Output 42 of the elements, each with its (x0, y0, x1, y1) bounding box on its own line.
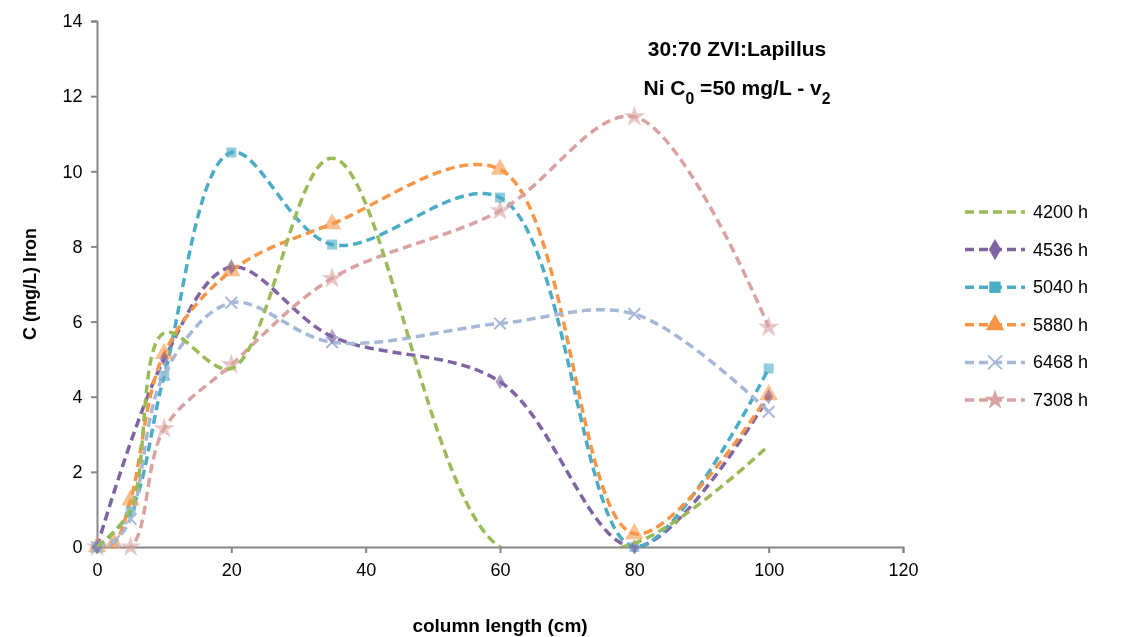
legend-label: 5880 h (1033, 314, 1089, 335)
x-axis-title: column length (cm) (412, 615, 588, 636)
point (493, 316, 507, 331)
y-tick-label: 2 (72, 462, 83, 483)
point (763, 363, 774, 374)
legend-label: 4536 h (1033, 239, 1089, 260)
y-tick-label: 14 (62, 11, 83, 32)
point (224, 295, 239, 310)
point (761, 404, 776, 419)
point (327, 239, 338, 250)
x-tick-label: 120 (888, 559, 919, 580)
point (495, 192, 505, 203)
point (119, 535, 142, 557)
y-tick-label: 4 (72, 386, 83, 407)
x-tick-label: 0 (92, 559, 103, 580)
y-tick-label: 12 (62, 86, 83, 107)
point (325, 335, 339, 350)
x-tick-label: 20 (221, 559, 242, 580)
legend-label: 5040 h (1033, 277, 1089, 298)
y-tick-label: 8 (72, 236, 83, 257)
text: 30:70 ZVI:Lapillus (647, 37, 827, 60)
point (322, 213, 342, 230)
legend-label: 7308 h (1033, 390, 1089, 410)
y-tick-label: 6 (72, 311, 83, 332)
y-axis-title: C (mg/L) Iron (20, 228, 40, 340)
point (627, 307, 642, 321)
legend-label: 6468 h (1033, 352, 1089, 373)
point (157, 367, 171, 381)
point (153, 417, 175, 438)
point (226, 147, 237, 158)
point (321, 267, 343, 288)
point (123, 512, 138, 526)
x-tick-label: 60 (490, 559, 511, 580)
x-tick-label: 100 (754, 559, 785, 580)
text: Ni C$_{0}$ =50 mg/L - v$_{2}$ (643, 76, 831, 107)
point (623, 105, 645, 126)
legend-label: 4200 h (1033, 202, 1089, 222)
x-tick-label: 80 (624, 559, 645, 580)
point (758, 316, 780, 337)
y-tick-label: 10 (62, 161, 83, 182)
x-tick-label: 40 (356, 559, 377, 580)
y-tick-label: 0 (72, 537, 83, 558)
